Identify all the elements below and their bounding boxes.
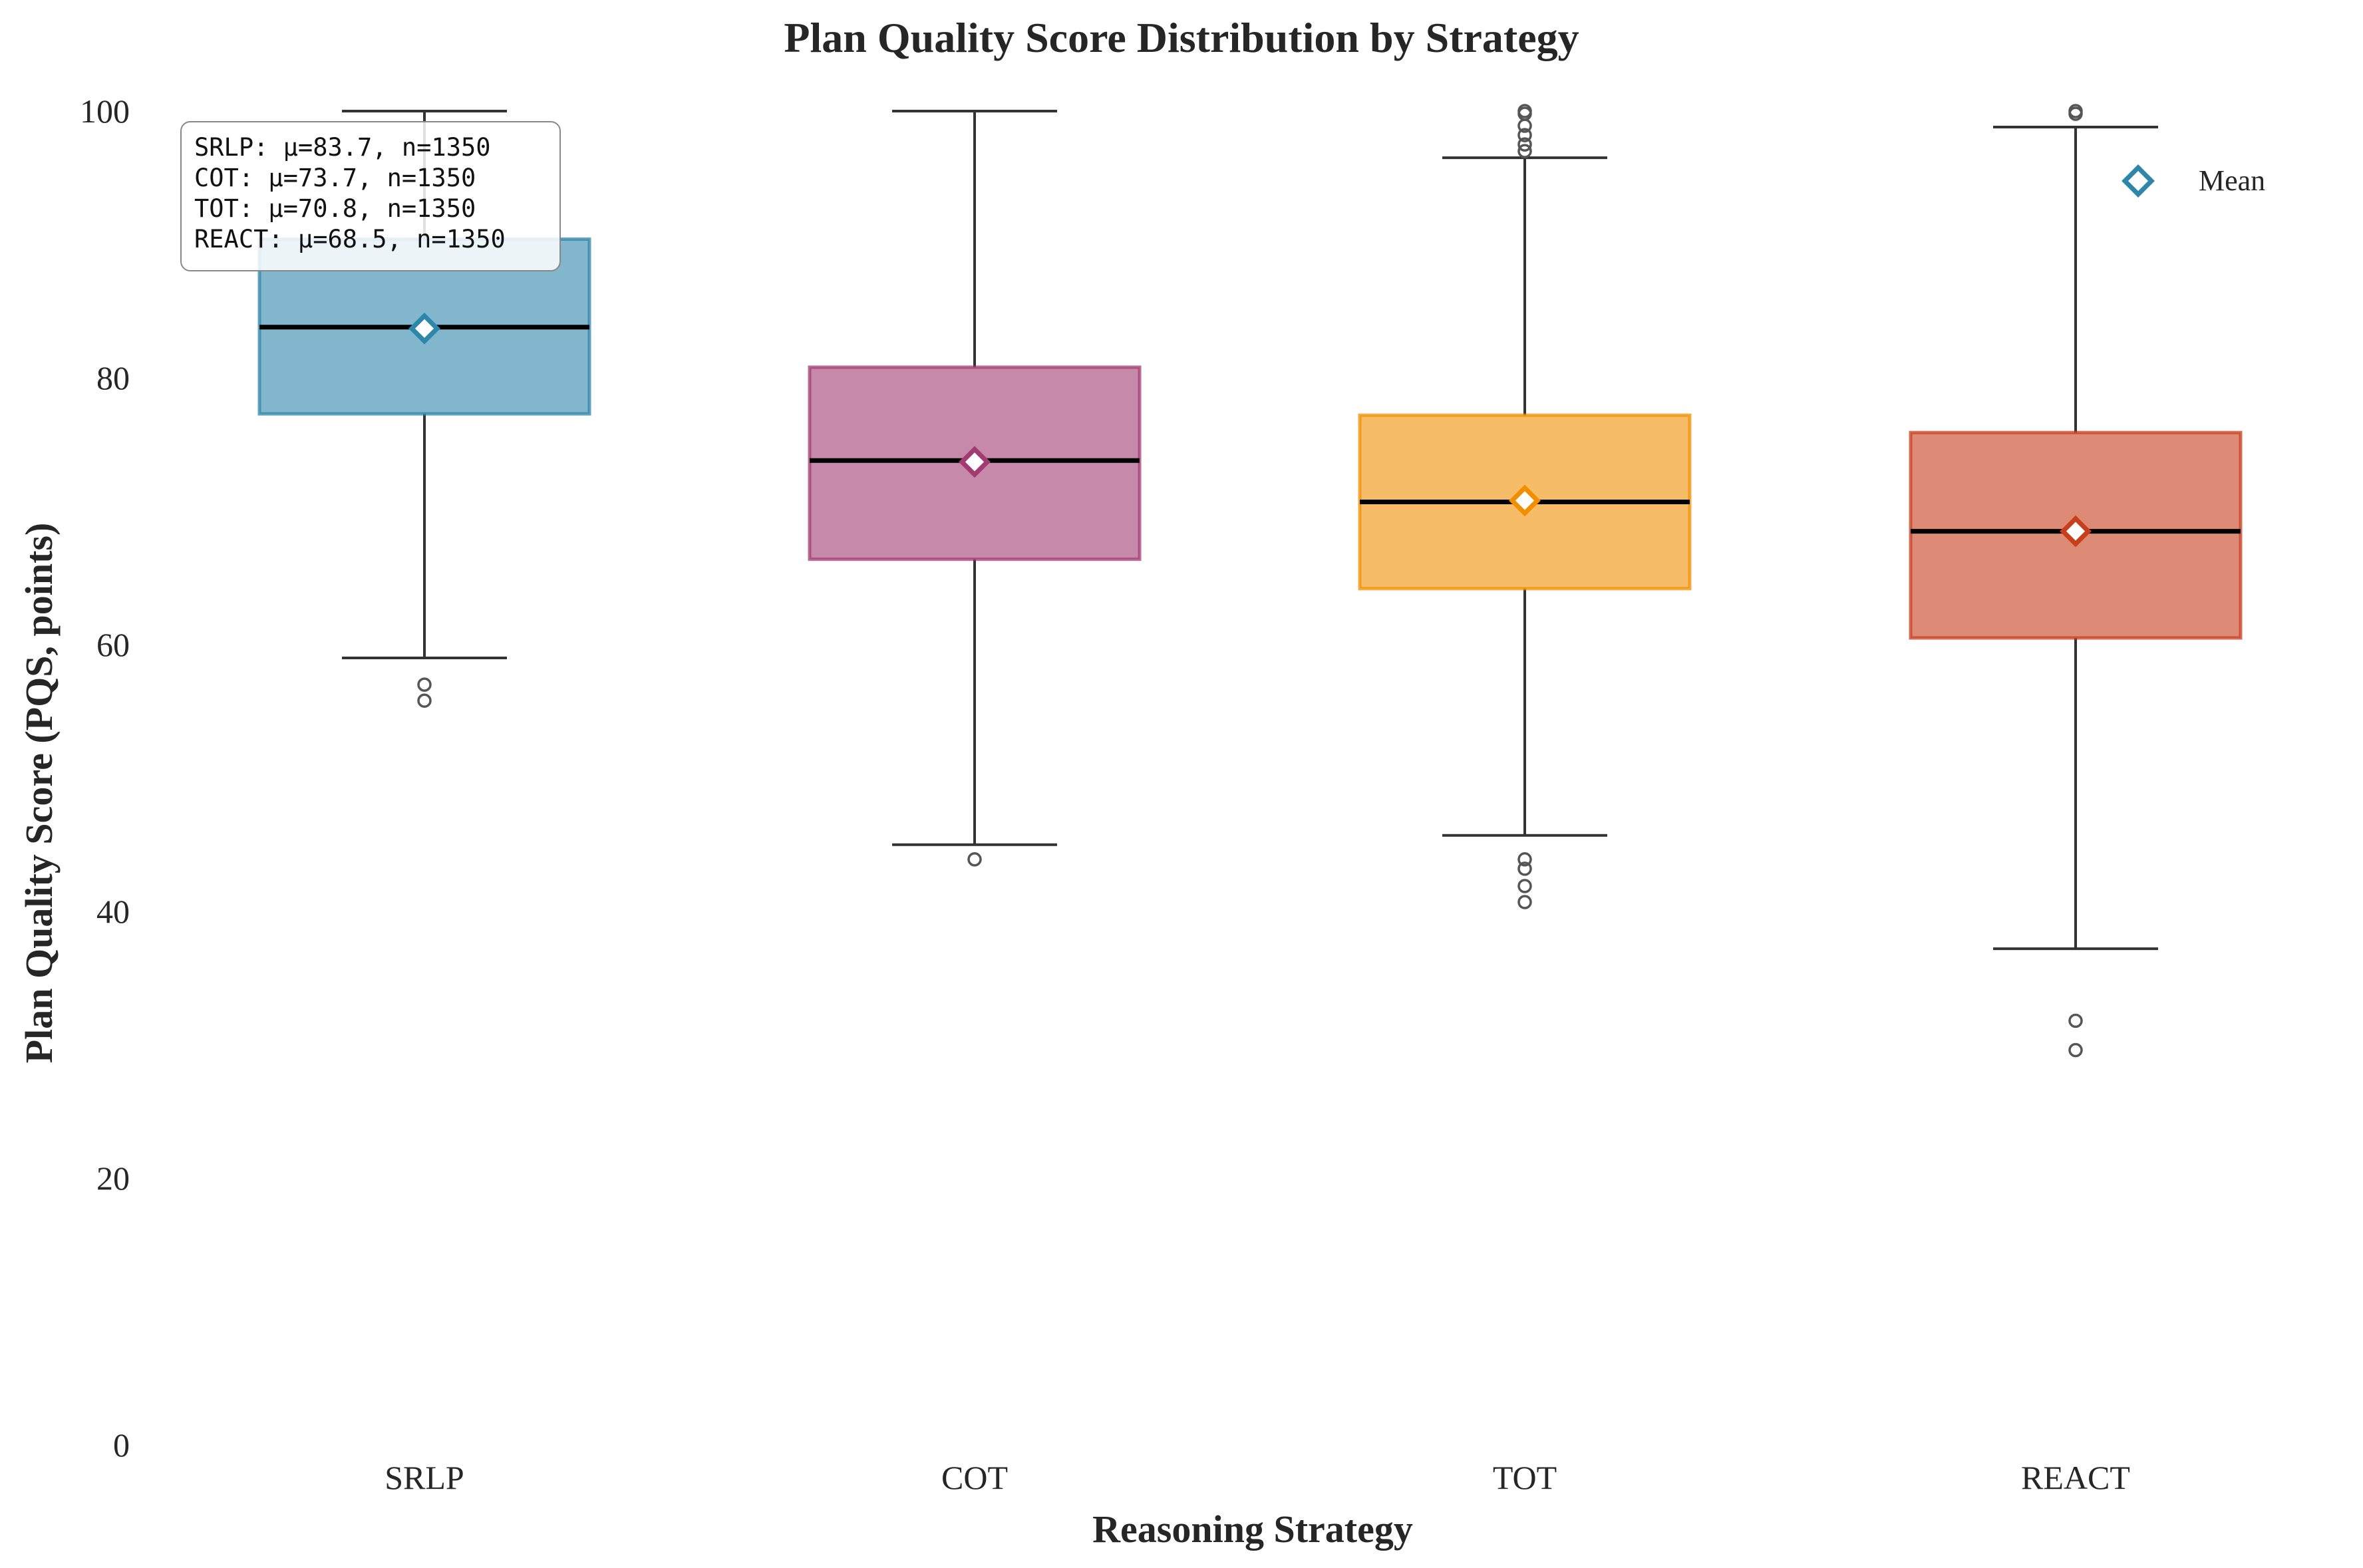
- x-tick-label: REACT: [2021, 1459, 2130, 1496]
- y-tick-label: 60: [96, 626, 130, 663]
- outlier-point: [417, 677, 432, 692]
- outlier-point: [1517, 104, 1532, 118]
- x-axis-label: Reasoning Strategy: [1092, 1507, 1413, 1551]
- x-tick-label: SRLP: [385, 1459, 464, 1496]
- y-axis-ticks: 0 20 40 60 80 100: [80, 92, 130, 1464]
- outlier-point: [2068, 104, 2083, 118]
- outlier-point: [1517, 137, 1532, 152]
- outlier-point: [1517, 128, 1532, 142]
- stats-annotation-box: SRLP: μ=83.7, n=1350 COT: μ=73.7, n=1350…: [180, 121, 561, 271]
- chart-legend: Mean: [2122, 164, 2265, 198]
- chart-title: Plan Quality Score Distribution by Strat…: [784, 14, 1579, 61]
- y-tick-label: 20: [96, 1160, 130, 1197]
- mean-marker: [1509, 484, 1541, 517]
- x-tick-label: COT: [941, 1459, 1008, 1496]
- x-axis-ticks: SRLP COT TOT REACT: [385, 1459, 2130, 1496]
- mean-marker: [2060, 515, 2092, 548]
- y-tick-label: 0: [113, 1426, 130, 1464]
- outlier-point: [2068, 1042, 2083, 1058]
- mean-marker: [408, 312, 440, 345]
- y-tick-label: 80: [96, 359, 130, 396]
- stats-line: TOT: μ=70.8, n=1350: [194, 194, 476, 223]
- outlier-point: [1517, 862, 1532, 876]
- y-tick-label: 40: [96, 893, 130, 930]
- mean-marker: [959, 446, 991, 478]
- x-tick-label: TOT: [1493, 1459, 1557, 1496]
- y-axis-label: Plan Quality Score (PQS, points): [17, 523, 61, 1064]
- outlier-point: [1517, 144, 1532, 158]
- stats-line: COT: μ=73.7, n=1350: [194, 164, 476, 192]
- y-tick-label: 100: [80, 92, 130, 130]
- outlier-point: [967, 852, 982, 867]
- stats-line: REACT: μ=68.5, n=1350: [194, 225, 506, 253]
- legend-mean-marker: [2122, 164, 2155, 198]
- outlier-point: [2068, 1013, 2083, 1028]
- outlier-point: [1517, 852, 1532, 867]
- outlier-point: [1517, 895, 1532, 909]
- box-group-tot: [1358, 104, 1692, 909]
- legend-label: Mean: [2199, 164, 2265, 197]
- outlier-point: [1517, 879, 1532, 893]
- outlier-point: [417, 693, 432, 708]
- box-group-react: [1909, 104, 2243, 1058]
- box-group-cot: [808, 110, 1142, 867]
- stats-line: SRLP: μ=83.7, n=1350: [194, 133, 491, 162]
